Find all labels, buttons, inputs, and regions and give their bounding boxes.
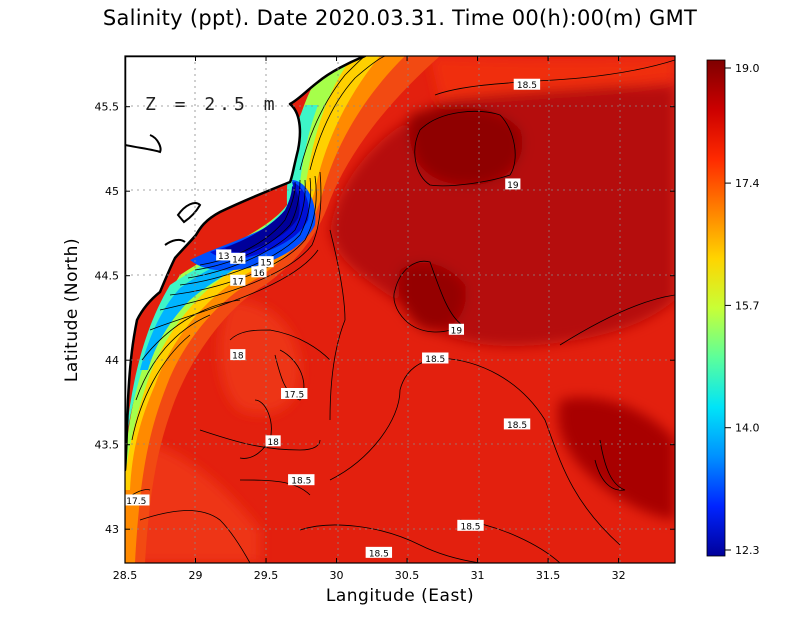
colorbar-tick-label: 14.0 (735, 422, 760, 435)
y-tick-label: 43 (105, 523, 119, 536)
x-tick-label: 31.5 (536, 569, 561, 582)
contour-label: 18.5 (365, 546, 393, 559)
contour-label: 18.5 (503, 418, 531, 431)
contour-label: 18.5 (457, 519, 484, 532)
plot-frame (124, 55, 676, 564)
x-tick-label: 29 (189, 569, 203, 582)
colorbar (706, 59, 726, 557)
contour-label: 16 (251, 266, 267, 279)
svg-text:18.5: 18.5 (425, 355, 445, 365)
map-title: Salinity (ppt). Date 2020.03.31. Time 00… (102, 6, 698, 30)
contour-label: 17.5 (125, 494, 150, 507)
contour-label: 15 (258, 256, 274, 269)
svg-text:16: 16 (253, 269, 265, 279)
map-plot-area: 18.5 19 19 18.5 18.5 18 17.5 18 18.5 17.5 18.5 18.5… (125, 56, 675, 563)
svg-text:18: 18 (232, 352, 244, 362)
svg-text:19: 19 (451, 326, 463, 336)
svg-text:17.5: 17.5 (126, 497, 146, 507)
x-tick-label: 32 (612, 569, 626, 582)
contour-label: 18 (265, 435, 281, 448)
colorbar-tick-label: 15.7 (735, 299, 760, 312)
contour-label: 19 (448, 323, 465, 336)
colorbar-ticks: 19.0 17.4 15.7 14.0 12.3 (725, 62, 760, 557)
contour-label: 18 (230, 349, 246, 362)
x-tick-label: 29.5 (254, 569, 279, 582)
land-mass (125, 56, 367, 472)
x-tick-label: 31 (471, 569, 485, 582)
lagoon-outline-2 (164, 238, 186, 246)
x-axis-ticks: 28.5 29 29.5 30 30.5 31 31.5 32 (113, 56, 626, 582)
y-tick-label: 45.5 (95, 101, 120, 114)
contour-label: 18.5 (513, 78, 541, 91)
svg-text:17.5: 17.5 (284, 391, 304, 401)
y-tick-label: 44.5 (95, 270, 120, 283)
depth-label: Z = 2.5 m (145, 94, 279, 115)
svg-text:13: 13 (218, 252, 229, 262)
svg-text:15: 15 (260, 259, 271, 269)
colorbar-tick-label: 19.0 (735, 62, 760, 75)
y-tick-label: 45 (105, 185, 119, 198)
colorbar-tick-label: 12.3 (735, 544, 760, 557)
svg-text:14: 14 (232, 255, 244, 265)
y-axis-label: Latitude (North) (62, 237, 82, 383)
lagoon-outline (176, 202, 202, 224)
svg-text:18.5: 18.5 (507, 421, 527, 431)
svg-text:18: 18 (267, 438, 279, 448)
y-tick-label: 44 (105, 354, 119, 367)
svg-text:17: 17 (232, 277, 243, 287)
y-axis-ticks: 43 43.5 44 44.5 45 45.5 (95, 101, 675, 536)
contour-label: 18.5 (288, 474, 315, 487)
svg-text:18.5: 18.5 (291, 477, 311, 487)
x-tick-label: 28.5 (113, 569, 138, 582)
x-axis-label: Langitude (East) (325, 586, 475, 606)
svg-text:18.5: 18.5 (517, 81, 537, 91)
contour-label: 17.5 (281, 388, 308, 401)
map-grid (125, 56, 675, 563)
x-tick-label: 30 (330, 569, 344, 582)
svg-text:18.5: 18.5 (369, 549, 389, 559)
contour-label: 14 (230, 252, 246, 265)
y-tick-label: 43.5 (95, 439, 120, 452)
svg-text:18.5: 18.5 (460, 522, 480, 532)
svg-text:19: 19 (507, 181, 519, 191)
contour-label: 19 (505, 178, 521, 191)
contour-label: 13 (216, 249, 232, 262)
contour-label: 17 (230, 274, 246, 287)
x-tick-label: 30.5 (395, 569, 420, 582)
colorbar-tick-label: 17.4 (735, 177, 760, 190)
salinity-field (125, 56, 675, 563)
contour-label: 18.5 (422, 352, 449, 365)
contour-lines (125, 56, 675, 563)
contour-labels: 18.5 19 19 18.5 18.5 18 17.5 18 18.5 17.5 18.5 18.5… (125, 78, 541, 559)
lake-outline (125, 134, 162, 154)
